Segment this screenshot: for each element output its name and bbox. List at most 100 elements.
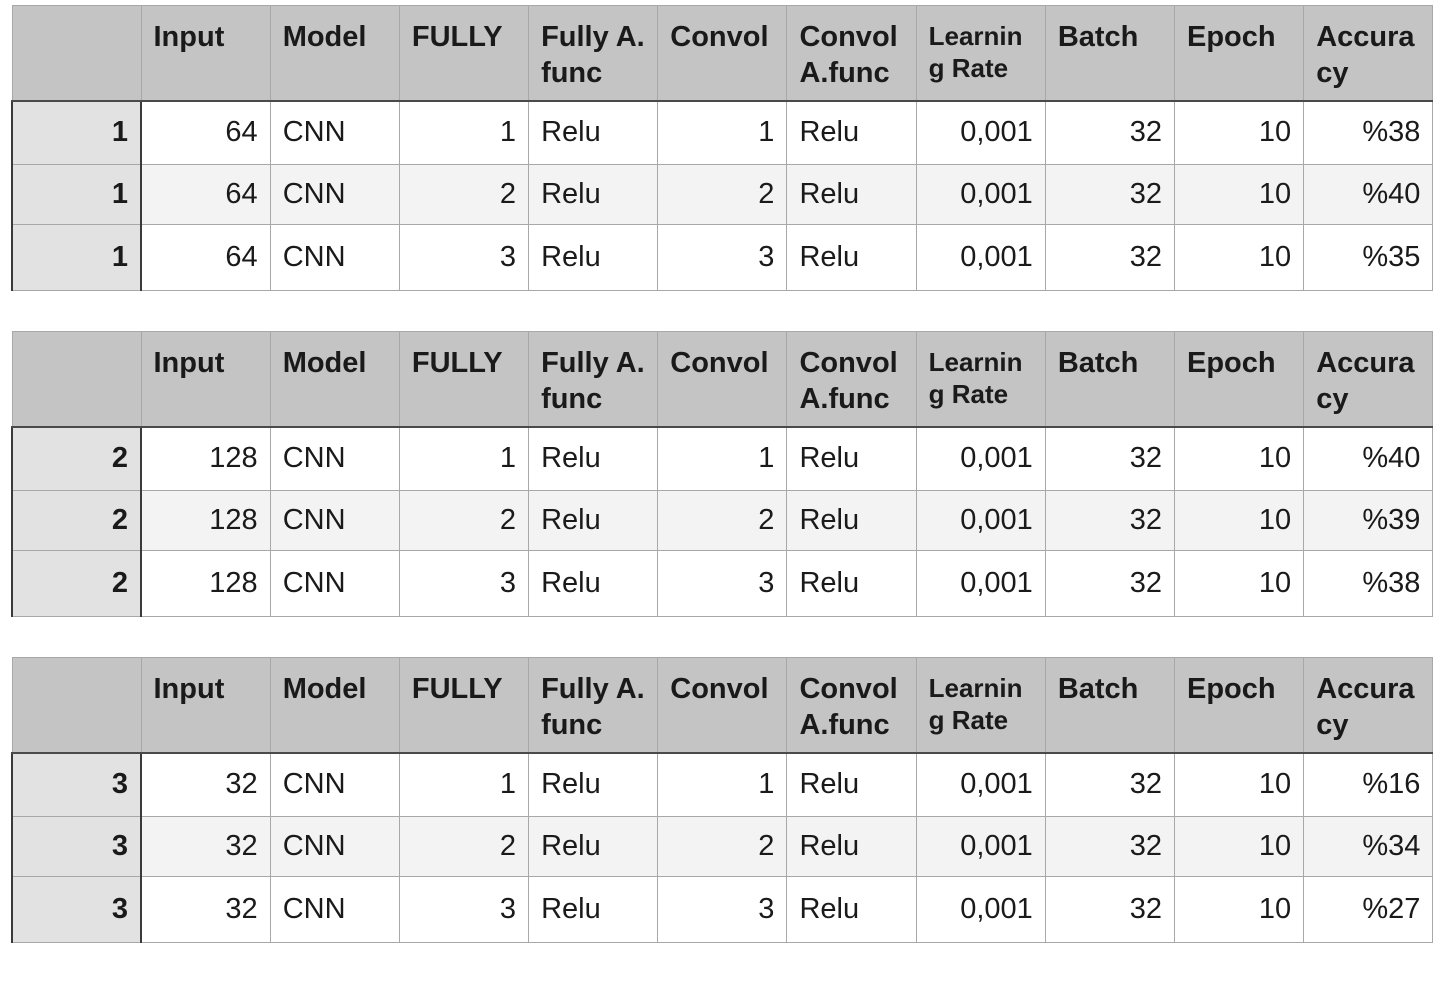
fully-afunc-cell[interactable]: Relu [528, 550, 659, 617]
row-header-cell[interactable]: 1 [11, 164, 142, 225]
convol-cell[interactable]: 3 [657, 876, 788, 943]
convol-cell[interactable]: 2 [657, 164, 788, 225]
corner-cell[interactable] [11, 657, 142, 754]
convol-afunc-cell[interactable]: Relu [786, 426, 917, 491]
batch-cell[interactable]: 32 [1044, 100, 1176, 165]
column-header-convol[interactable]: Convol [657, 657, 788, 754]
row-header-cell[interactable]: 3 [11, 816, 142, 877]
batch-cell[interactable]: 32 [1044, 426, 1176, 491]
fully-afunc-cell[interactable]: Relu [528, 816, 659, 877]
input-cell[interactable]: 64 [140, 224, 271, 291]
convol-cell[interactable]: 1 [657, 100, 788, 165]
accuracy-cell[interactable]: %35 [1303, 224, 1434, 291]
batch-cell[interactable]: 32 [1044, 752, 1176, 817]
batch-cell[interactable]: 32 [1044, 816, 1176, 877]
input-cell[interactable]: 128 [140, 550, 271, 617]
column-header-convol-afunc[interactable]: Convol A.func [786, 331, 917, 428]
row-header-cell[interactable]: 2 [11, 426, 142, 491]
input-cell[interactable]: 128 [140, 490, 271, 551]
fully-afunc-cell[interactable]: Relu [528, 752, 659, 817]
column-header-accuracy[interactable]: Accuracy [1303, 5, 1434, 102]
column-header-batch[interactable]: Batch [1044, 5, 1176, 102]
row-header-cell[interactable]: 1 [11, 100, 142, 165]
epoch-cell[interactable]: 10 [1173, 490, 1305, 551]
corner-cell[interactable] [11, 5, 142, 102]
epoch-cell[interactable]: 10 [1173, 752, 1305, 817]
column-header-batch[interactable]: Batch [1044, 657, 1176, 754]
column-header-epoch[interactable]: Epoch [1173, 657, 1305, 754]
batch-cell[interactable]: 32 [1044, 224, 1176, 291]
accuracy-cell[interactable]: %39 [1303, 490, 1434, 551]
learning-rate-cell[interactable]: 0,001 [915, 752, 1046, 817]
fully-cell[interactable]: 3 [398, 224, 530, 291]
column-header-epoch[interactable]: Epoch [1173, 5, 1305, 102]
column-header-input[interactable]: Input [140, 331, 271, 428]
convol-afunc-cell[interactable]: Relu [786, 100, 917, 165]
convol-cell[interactable]: 3 [657, 224, 788, 291]
model-cell[interactable]: CNN [269, 816, 400, 877]
accuracy-cell[interactable]: %27 [1303, 876, 1434, 943]
batch-cell[interactable]: 32 [1044, 490, 1176, 551]
column-header-fully[interactable]: FULLY [398, 5, 530, 102]
convol-cell[interactable]: 3 [657, 550, 788, 617]
model-cell[interactable]: CNN [269, 164, 400, 225]
convol-afunc-cell[interactable]: Relu [786, 164, 917, 225]
batch-cell[interactable]: 32 [1044, 876, 1176, 943]
column-header-input[interactable]: Input [140, 657, 271, 754]
input-cell[interactable]: 128 [140, 426, 271, 491]
column-header-fully-afunc[interactable]: Fully A.func [528, 657, 659, 754]
learning-rate-cell[interactable]: 0,001 [915, 490, 1046, 551]
corner-cell[interactable] [11, 331, 142, 428]
row-header-cell[interactable]: 1 [11, 224, 142, 291]
convol-afunc-cell[interactable]: Relu [786, 876, 917, 943]
learning-rate-cell[interactable]: 0,001 [915, 550, 1046, 617]
fully-cell[interactable]: 2 [398, 816, 530, 877]
convol-afunc-cell[interactable]: Relu [786, 550, 917, 617]
column-header-fully[interactable]: FULLY [398, 331, 530, 428]
fully-cell[interactable]: 3 [398, 550, 530, 617]
row-header-cell[interactable]: 2 [11, 490, 142, 551]
model-cell[interactable]: CNN [269, 100, 400, 165]
input-cell[interactable]: 32 [140, 876, 271, 943]
accuracy-cell[interactable]: %40 [1303, 426, 1434, 491]
accuracy-cell[interactable]: %16 [1303, 752, 1434, 817]
column-header-fully[interactable]: FULLY [398, 657, 530, 754]
learning-rate-cell[interactable]: 0,001 [915, 100, 1046, 165]
batch-cell[interactable]: 32 [1044, 550, 1176, 617]
column-header-learning-rate[interactable]: Learning Rate [915, 657, 1046, 754]
column-header-fully-afunc[interactable]: Fully A.func [528, 331, 659, 428]
fully-cell[interactable]: 2 [398, 490, 530, 551]
learning-rate-cell[interactable]: 0,001 [915, 876, 1046, 943]
column-header-learning-rate[interactable]: Learning Rate [915, 5, 1046, 102]
epoch-cell[interactable]: 10 [1173, 100, 1305, 165]
fully-afunc-cell[interactable]: Relu [528, 426, 659, 491]
convol-cell[interactable]: 2 [657, 490, 788, 551]
column-header-convol[interactable]: Convol [657, 331, 788, 428]
fully-afunc-cell[interactable]: Relu [528, 490, 659, 551]
convol-afunc-cell[interactable]: Relu [786, 490, 917, 551]
column-header-learning-rate[interactable]: Learning Rate [915, 331, 1046, 428]
fully-cell[interactable]: 1 [398, 100, 530, 165]
column-header-batch[interactable]: Batch [1044, 331, 1176, 428]
column-header-convol[interactable]: Convol [657, 5, 788, 102]
column-header-convol-afunc[interactable]: Convol A.func [786, 657, 917, 754]
row-header-cell[interactable]: 3 [11, 752, 142, 817]
input-cell[interactable]: 64 [140, 164, 271, 225]
learning-rate-cell[interactable]: 0,001 [915, 426, 1046, 491]
convol-afunc-cell[interactable]: Relu [786, 224, 917, 291]
fully-afunc-cell[interactable]: Relu [528, 224, 659, 291]
row-header-cell[interactable]: 2 [11, 550, 142, 617]
model-cell[interactable]: CNN [269, 550, 400, 617]
fully-afunc-cell[interactable]: Relu [528, 876, 659, 943]
epoch-cell[interactable]: 10 [1173, 876, 1305, 943]
convol-afunc-cell[interactable]: Relu [786, 752, 917, 817]
model-cell[interactable]: CNN [269, 752, 400, 817]
fully-cell[interactable]: 1 [398, 752, 530, 817]
epoch-cell[interactable]: 10 [1173, 550, 1305, 617]
row-header-cell[interactable]: 3 [11, 876, 142, 943]
input-cell[interactable]: 64 [140, 100, 271, 165]
model-cell[interactable]: CNN [269, 426, 400, 491]
epoch-cell[interactable]: 10 [1173, 224, 1305, 291]
column-header-accuracy[interactable]: Accuracy [1303, 331, 1434, 428]
input-cell[interactable]: 32 [140, 752, 271, 817]
